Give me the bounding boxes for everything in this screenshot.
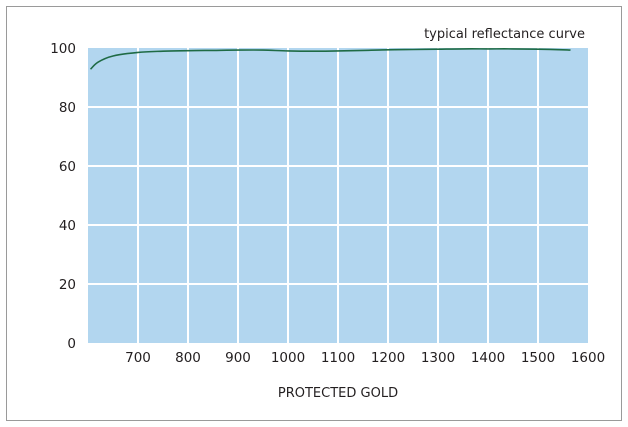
x-tick-label: 1600 xyxy=(571,350,605,366)
y-tick-label: 100 xyxy=(50,41,76,57)
y-tick-label: 0 xyxy=(67,336,76,352)
x-tick-label: 1300 xyxy=(421,350,455,366)
curve-layer xyxy=(89,48,571,70)
y-tick-label: 60 xyxy=(59,159,76,175)
x-tick-label: 1200 xyxy=(371,350,405,366)
y-tick-labels: 0 20 40 60 80 100 xyxy=(50,41,76,352)
chart-title: typical reflectance curve xyxy=(424,27,585,42)
x-tick-label: 1000 xyxy=(271,350,305,366)
x-tick-label: 700 xyxy=(125,350,151,366)
y-tick-label: 20 xyxy=(59,277,76,293)
x-tick-label: 1500 xyxy=(521,350,555,366)
x-tick-label: 900 xyxy=(225,350,251,366)
x-axis-label: PROTECTED GOLD xyxy=(278,386,398,401)
x-tick-label: 800 xyxy=(175,350,201,366)
x-tick-label: 1400 xyxy=(471,350,505,366)
grid-lines xyxy=(88,48,588,343)
y-tick-label: 40 xyxy=(59,218,76,234)
x-tick-labels: 700 800 900 1000 1100 1200 1300 1400 1500 1600 xyxy=(125,350,605,366)
reflectance-curve xyxy=(89,48,571,70)
x-tick-label: 1100 xyxy=(321,350,355,366)
y-tick-label: 80 xyxy=(59,100,76,116)
